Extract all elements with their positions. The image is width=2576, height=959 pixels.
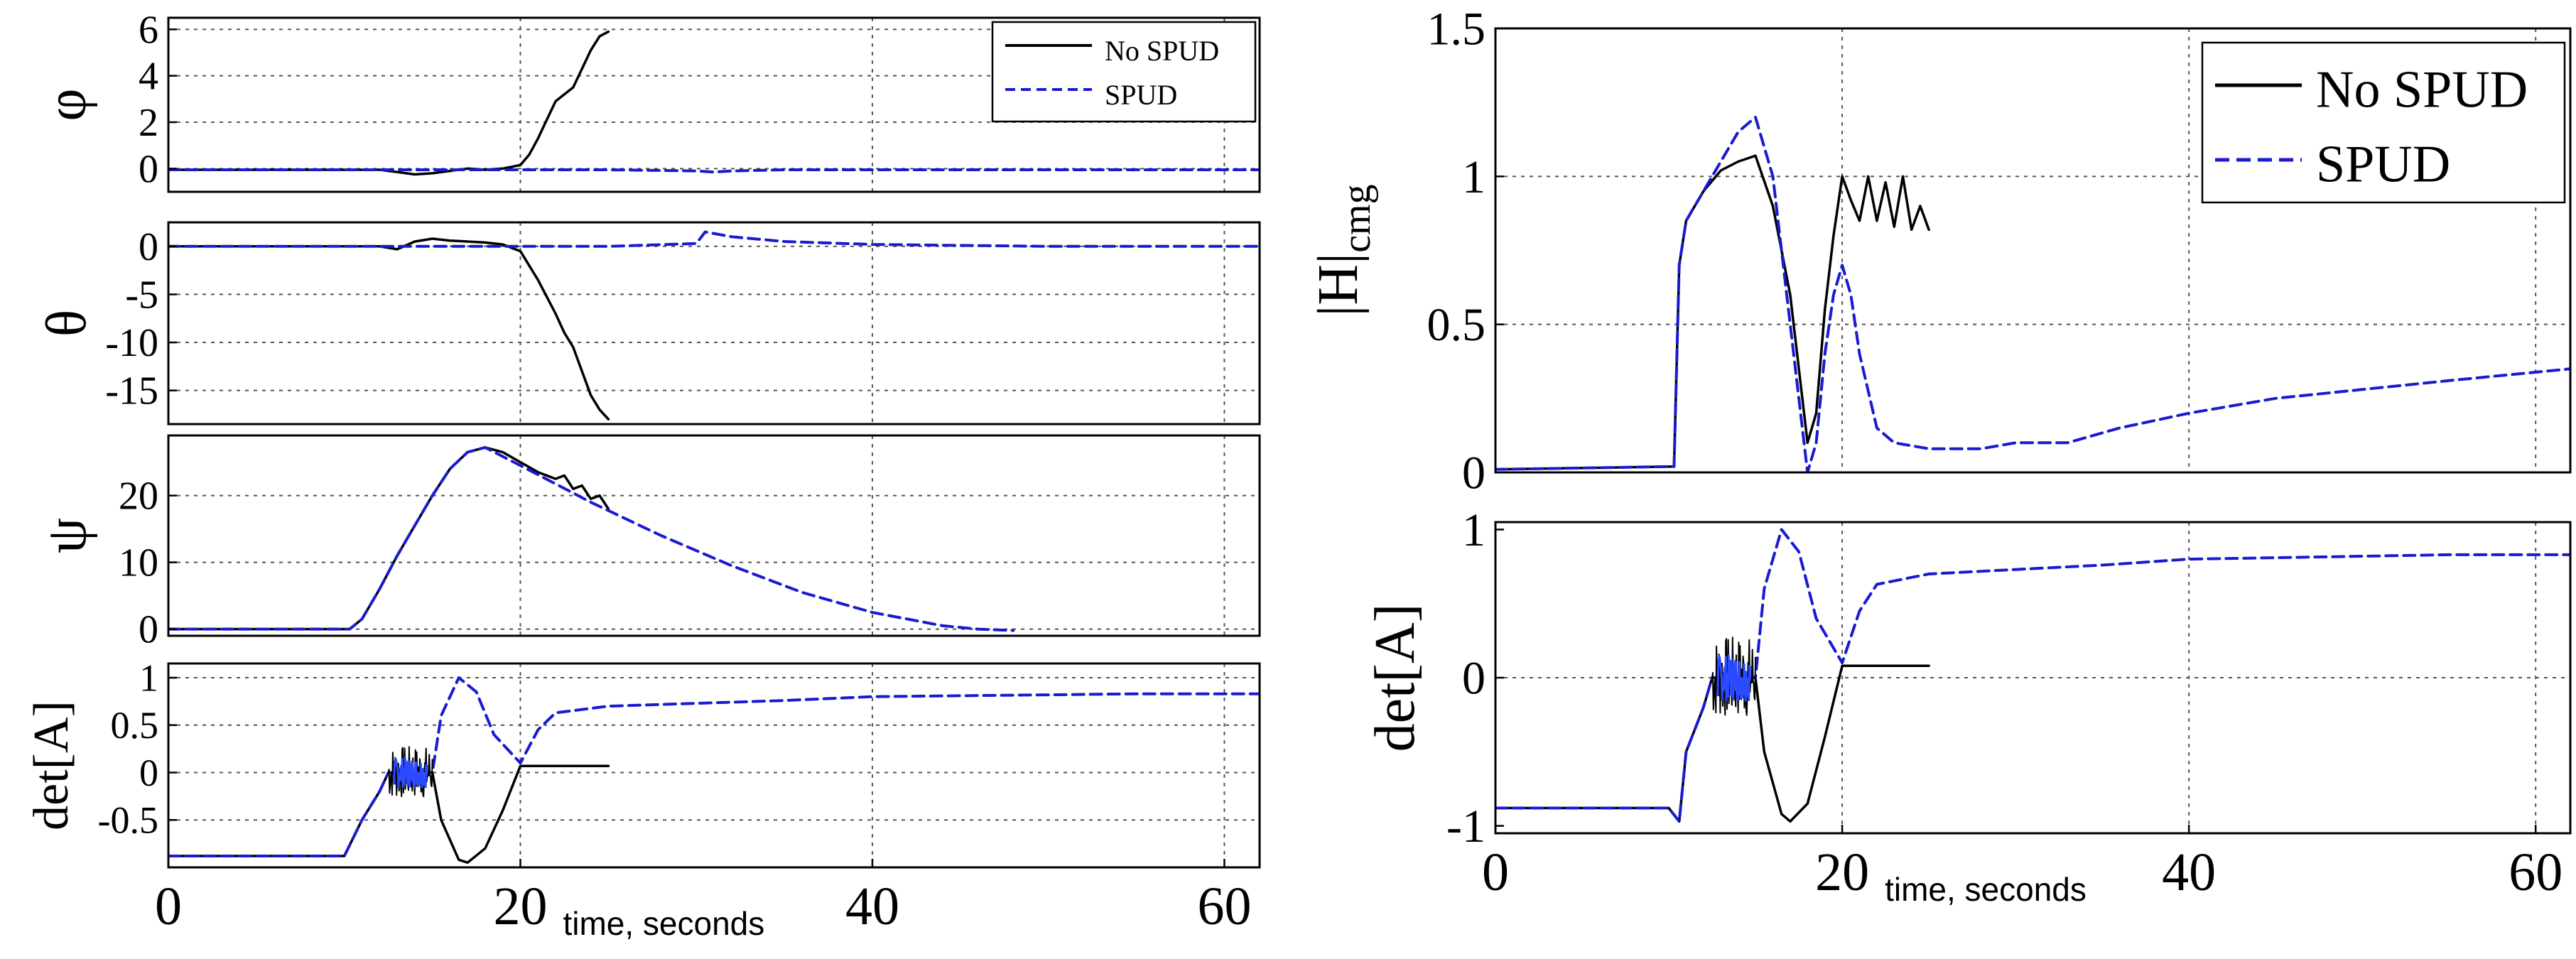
x-tick-label: 40 <box>2162 842 2216 902</box>
y-tick-label: 0 <box>1462 447 1485 499</box>
y-axis-label: det[A] <box>24 700 79 830</box>
x-tick-label: 60 <box>1197 877 1251 936</box>
y-tick-label: 0 <box>1462 652 1485 704</box>
x-tick-label: 60 <box>2509 842 2563 902</box>
series-no-spud-line <box>168 764 610 865</box>
panel-theta: 0-5-10-15 θ <box>36 221 1261 426</box>
axes-frame <box>167 16 1261 193</box>
y-tick-label: 1 <box>1462 151 1485 203</box>
series-spud-line <box>168 445 1015 632</box>
series-group <box>168 230 1260 421</box>
y-tick-label: -15 <box>105 369 158 413</box>
series-spud-line <box>168 676 1260 857</box>
y-tick-label: 4 <box>139 55 158 99</box>
series-spud-line <box>1495 116 2570 472</box>
series-no-spud-line <box>1495 664 1930 823</box>
y-tick-label: 0.5 <box>1427 299 1486 351</box>
x-tick-label: 0 <box>1482 842 1509 902</box>
y-tick-label: 0 <box>139 752 158 794</box>
series-spud-line <box>168 230 1260 248</box>
y-tick-label: 10 <box>119 541 158 585</box>
y-axis-label: ψ <box>36 518 98 553</box>
legend-box <box>991 21 1257 123</box>
y-axis-label: φ <box>36 88 98 121</box>
y-tick-label: -1 <box>1446 801 1485 852</box>
axes-frame <box>1494 27 2572 474</box>
series-spud-line <box>1495 528 2570 823</box>
series-no-spud-line <box>168 446 610 631</box>
series-no-spud-line <box>168 30 610 176</box>
legend: No SPUD SPUD <box>2201 41 2566 204</box>
legend-no-spud-label: No SPUD <box>2316 61 2528 119</box>
series-no-spud-line <box>168 237 610 421</box>
axes-frame <box>167 434 1261 637</box>
y-tick-label: -0.5 <box>98 799 158 842</box>
x-axis-label: time, seconds <box>1885 871 2087 908</box>
legend-no-spud-label: No SPUD <box>1105 35 1219 67</box>
y-tick-label: -10 <box>105 321 158 365</box>
y-axis-label: θ <box>36 310 98 337</box>
y-tick-label: 1 <box>139 656 158 699</box>
x-tick-label: 0 <box>155 877 182 936</box>
series-group <box>168 445 1015 632</box>
panel-H_cmg: 1.5 1 0.5 0 |H|cmg No SPUD SPUD <box>1307 3 2572 499</box>
y-axis-label: |H|cmg <box>1307 184 1379 316</box>
series-no-spud-line <box>1495 154 1930 471</box>
y-tick-label: -5 <box>125 273 158 317</box>
x-tick-label: 20 <box>493 877 547 936</box>
y-tick-label: 2 <box>139 101 158 145</box>
series-group <box>168 30 1260 176</box>
y-tick-label: 20 <box>119 475 158 519</box>
panel-detA_left: 1 0.5 0 -0.5 0 20 40 60 time, seconds det[A] <box>24 656 1261 942</box>
series-group <box>1495 116 2570 472</box>
axes-frame <box>167 662 1261 869</box>
noise-burst-blue <box>1716 654 1752 702</box>
legend: No SPUD SPUD <box>991 21 1257 123</box>
y-tick-label: 1.5 <box>1427 3 1486 55</box>
y-tick-label: 1 <box>1462 504 1485 556</box>
y-axis-label: det[A] <box>1364 604 1427 752</box>
x-tick-label: 40 <box>845 877 899 936</box>
series-spud-line <box>168 168 1260 174</box>
legend-spud-label: SPUD <box>1105 79 1177 111</box>
x-axis-label: time, seconds <box>563 905 764 942</box>
axes-frame <box>167 221 1261 426</box>
legend-box <box>2201 41 2566 204</box>
y-tick-label: 0 <box>139 608 158 652</box>
y-tick-label: 0.5 <box>111 704 159 747</box>
legend-spud-label: SPUD <box>2316 136 2450 194</box>
y-tick-label: 0 <box>139 225 158 269</box>
panel-psi: 20 10 0 ψ <box>36 434 1261 652</box>
series-group <box>1495 528 2570 823</box>
noise-burst-blue <box>392 757 428 789</box>
y-tick-label: 0 <box>139 147 158 191</box>
x-tick-label: 20 <box>1815 842 1869 902</box>
y-tick-label: 6 <box>139 8 158 52</box>
series-group <box>168 676 1260 865</box>
